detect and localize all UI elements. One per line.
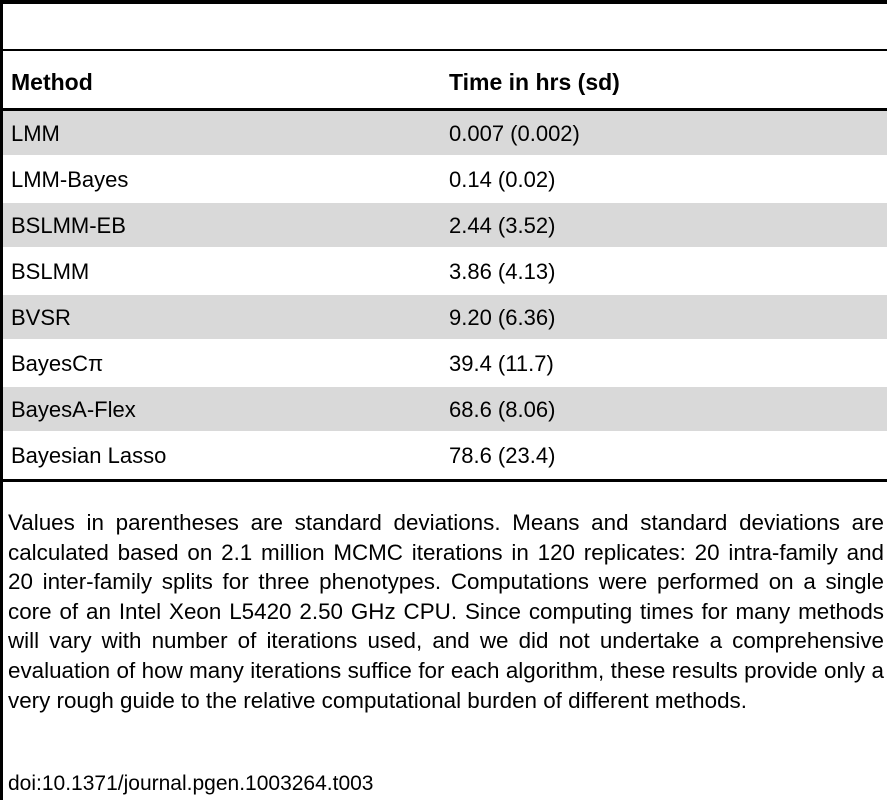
time-cell: 0.007 (0.002) [449,121,580,146]
column-header-time: Time in hrs (sd) [449,69,620,95]
table-bottom-rule [3,479,887,482]
time-cell: 2.44 (3.52) [449,213,556,238]
time-cell: 0.14 (0.02) [449,167,556,192]
column-header-method: Method [11,69,93,95]
time-cell: 68.6 (8.06) [449,397,556,422]
top-border-rule [0,0,887,4]
table-row: BSLMM-EB 2.44 (3.52) [3,203,887,249]
table-row: BayesA-Flex 68.6 (8.06) [3,387,887,433]
method-cell: BSLMM [11,259,90,284]
table-body: LMM 0.007 (0.002) LMM-Bayes 0.14 (0.02) … [3,111,887,479]
time-cell: 39.4 (11.7) [449,351,554,376]
method-cell: LMM-Bayes [11,167,129,192]
left-border-rule [0,0,3,800]
table-header-row: Method Time in hrs (sd) [3,51,887,108]
time-cell: 9.20 (6.36) [449,305,556,330]
header-top-rule [3,49,887,51]
method-cell: BayesA-Flex [11,397,136,422]
method-cell: BSLMM-EB [11,213,126,238]
header-bottom-rule [3,108,887,111]
method-cell: BayesCπ [11,351,104,376]
table-row: BVSR 9.20 (6.36) [3,295,887,341]
table-row: LMM-Bayes 0.14 (0.02) [3,157,887,203]
method-cell: BVSR [11,305,71,330]
table-row: LMM 0.007 (0.002) [3,111,887,157]
method-cell: Bayesian Lasso [11,443,167,468]
time-cell: 3.86 (4.13) [449,259,556,284]
table-row: Bayesian Lasso 78.6 (23.4) [3,433,887,479]
table-row: BSLMM 3.86 (4.13) [3,249,887,295]
doi-text: doi:10.1371/journal.pgen.1003264.t003 [8,772,374,795]
method-cell: LMM [11,121,60,146]
table-footnote: Values in parentheses are standard devia… [8,510,884,713]
table-row: BayesCπ 39.4 (11.7) [3,341,887,387]
time-cell: 78.6 (23.4) [449,443,556,468]
